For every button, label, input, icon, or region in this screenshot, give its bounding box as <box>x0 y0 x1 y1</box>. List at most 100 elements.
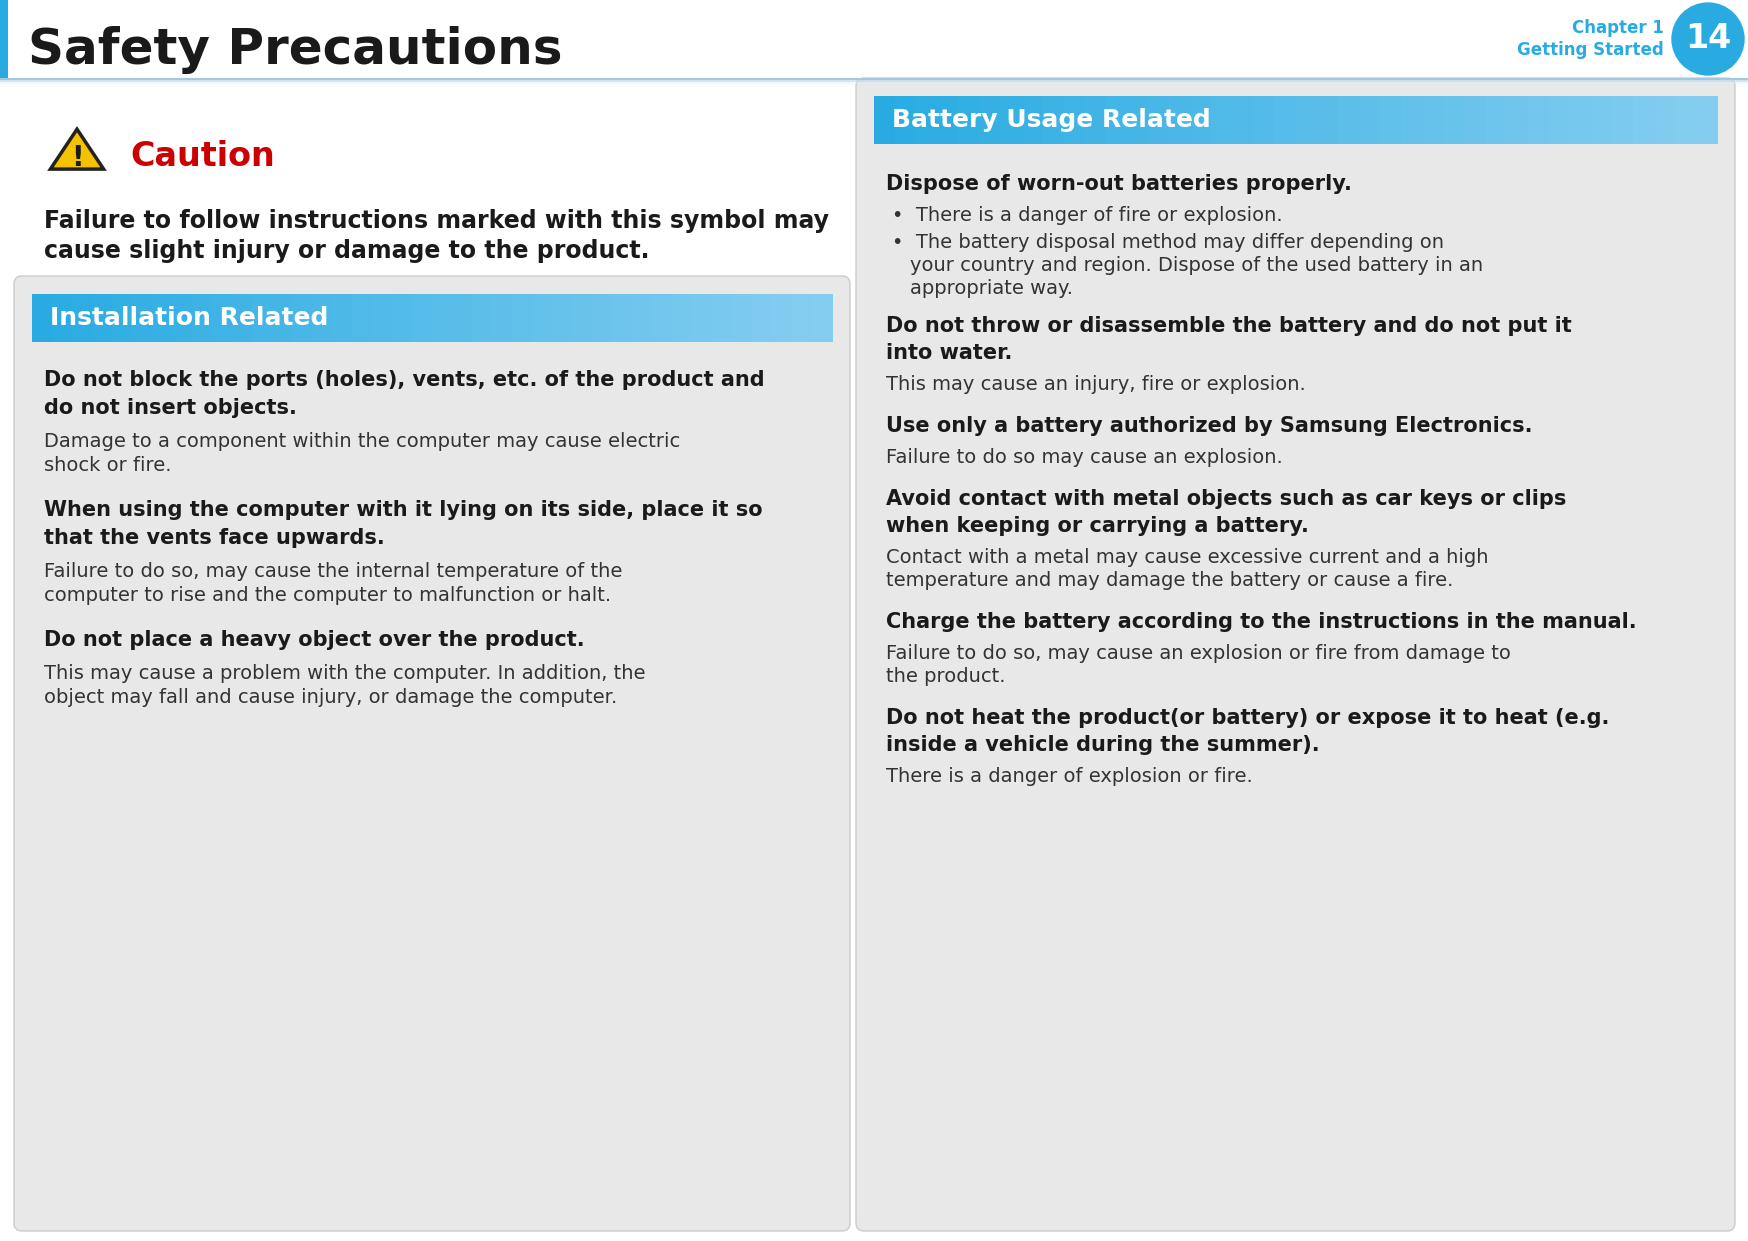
Bar <box>332 294 353 343</box>
Bar <box>152 294 173 343</box>
Bar <box>1568 96 1591 144</box>
Bar <box>351 294 372 343</box>
Bar <box>1463 96 1486 144</box>
Bar <box>1316 96 1337 144</box>
Bar <box>1505 96 1528 144</box>
Polygon shape <box>51 129 103 169</box>
Bar <box>0 0 9 78</box>
Bar <box>72 294 93 343</box>
Bar <box>1547 96 1570 144</box>
Text: computer to rise and the computer to malfunction or halt.: computer to rise and the computer to mal… <box>44 586 610 606</box>
Bar <box>0 79 1748 82</box>
Text: temperature and may damage the battery or cause a fire.: temperature and may damage the battery o… <box>886 571 1453 589</box>
Bar <box>1211 96 1232 144</box>
Text: cause slight injury or damage to the product.: cause slight injury or damage to the pro… <box>44 240 649 263</box>
Bar <box>31 294 52 343</box>
Text: •  There is a danger of fire or explosion.: • There is a danger of fire or explosion… <box>891 206 1281 225</box>
Text: when keeping or carrying a battery.: when keeping or carrying a battery. <box>886 516 1308 536</box>
Bar <box>1147 96 1169 144</box>
Bar <box>232 294 253 343</box>
Bar <box>311 294 332 343</box>
Bar <box>572 294 593 343</box>
Bar <box>1610 96 1633 144</box>
Text: Safety Precautions: Safety Precautions <box>28 26 563 74</box>
Bar <box>711 294 732 343</box>
Bar <box>1274 96 1295 144</box>
Bar <box>692 294 713 343</box>
Bar <box>1379 96 1402 144</box>
Bar <box>1358 96 1379 144</box>
Text: shock or fire.: shock or fire. <box>44 455 171 475</box>
Bar <box>531 294 552 343</box>
Text: object may fall and cause injury, or damage the computer.: object may fall and cause injury, or dam… <box>44 688 617 707</box>
Text: Failure to do so may cause an explosion.: Failure to do so may cause an explosion. <box>886 448 1281 467</box>
Bar <box>916 96 937 144</box>
Text: do not insert objects.: do not insert objects. <box>44 398 297 418</box>
Text: Do not block the ports (holes), vents, etc. of the product and: Do not block the ports (holes), vents, e… <box>44 370 764 390</box>
Text: 14: 14 <box>1683 22 1731 56</box>
Bar <box>552 294 573 343</box>
Text: your country and region. Dispose of the used battery in an: your country and region. Dispose of the … <box>909 256 1482 276</box>
Text: inside a vehicle during the summer).: inside a vehicle during the summer). <box>886 735 1320 755</box>
Text: Do not heat the product(or battery) or expose it to heat (e.g.: Do not heat the product(or battery) or e… <box>886 709 1608 728</box>
Bar <box>895 96 916 144</box>
Text: into water.: into water. <box>886 343 1012 364</box>
Bar <box>1442 96 1465 144</box>
Text: Failure to do so, may cause the internal temperature of the: Failure to do so, may cause the internal… <box>44 562 622 581</box>
Bar <box>1063 96 1086 144</box>
Text: Chapter 1: Chapter 1 <box>1571 19 1662 37</box>
Bar <box>451 294 472 343</box>
Bar <box>432 294 453 343</box>
Bar <box>811 294 832 343</box>
Bar <box>1105 96 1127 144</box>
Text: Dispose of worn-out batteries properly.: Dispose of worn-out batteries properly. <box>886 174 1351 194</box>
Bar <box>1526 96 1549 144</box>
Bar <box>1589 96 1612 144</box>
FancyBboxPatch shape <box>14 276 850 1231</box>
Bar <box>1654 96 1675 144</box>
Text: •  The battery disposal method may differ depending on: • The battery disposal method may differ… <box>891 233 1444 252</box>
Bar <box>1484 96 1507 144</box>
Bar <box>1421 96 1444 144</box>
FancyBboxPatch shape <box>855 78 1734 1231</box>
Bar <box>1168 96 1190 144</box>
Text: Caution: Caution <box>129 140 274 174</box>
Bar <box>1337 96 1358 144</box>
Bar <box>112 294 133 343</box>
Text: There is a danger of explosion or fire.: There is a danger of explosion or fire. <box>886 767 1252 786</box>
Bar <box>171 294 192 343</box>
Bar <box>958 96 981 144</box>
Text: Use only a battery authorized by Samsung Electronics.: Use only a battery authorized by Samsung… <box>886 416 1531 436</box>
Bar <box>1295 96 1316 144</box>
Text: Failure to follow instructions marked with this symbol may: Failure to follow instructions marked wi… <box>44 208 829 233</box>
Bar <box>631 294 652 343</box>
Bar <box>1126 96 1148 144</box>
Bar <box>1042 96 1065 144</box>
Bar <box>0 78 1748 79</box>
Bar <box>252 294 273 343</box>
Text: This may cause an injury, fire or explosion.: This may cause an injury, fire or explos… <box>886 375 1306 393</box>
Text: Failure to do so, may cause an explosion or fire from damage to: Failure to do so, may cause an explosion… <box>886 644 1510 663</box>
Text: Contact with a metal may cause excessive current and a high: Contact with a metal may cause excessive… <box>886 549 1488 567</box>
Text: that the vents face upwards.: that the vents face upwards. <box>44 527 385 549</box>
Bar <box>1253 96 1274 144</box>
Text: Avoid contact with metal objects such as car keys or clips: Avoid contact with metal objects such as… <box>886 489 1566 509</box>
Bar <box>1633 96 1654 144</box>
Bar <box>512 294 533 343</box>
Bar <box>0 0 1748 78</box>
Bar <box>732 294 753 343</box>
Bar <box>93 294 114 343</box>
Bar <box>192 294 213 343</box>
Text: This may cause a problem with the computer. In addition, the: This may cause a problem with the comput… <box>44 664 645 683</box>
Text: Installation Related: Installation Related <box>51 307 329 330</box>
Bar <box>292 294 313 343</box>
Text: When using the computer with it lying on its side, place it so: When using the computer with it lying on… <box>44 500 762 520</box>
Bar <box>771 294 792 343</box>
Text: Battery Usage Related: Battery Usage Related <box>891 108 1210 132</box>
Text: appropriate way.: appropriate way. <box>909 279 1072 298</box>
Bar <box>131 294 152 343</box>
Text: Do not place a heavy object over the product.: Do not place a heavy object over the pro… <box>44 630 584 650</box>
Bar <box>1400 96 1423 144</box>
Bar <box>979 96 1002 144</box>
Bar <box>1232 96 1253 144</box>
